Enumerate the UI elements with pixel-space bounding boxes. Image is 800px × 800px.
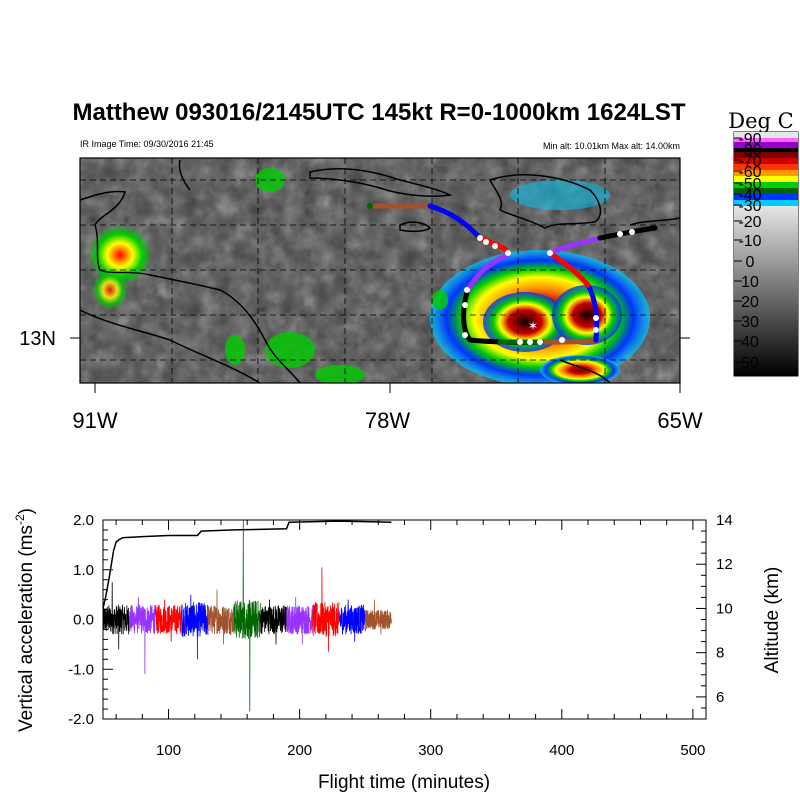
map-ticks <box>70 337 690 393</box>
track-waypoints <box>367 203 635 345</box>
y-left-tick-label-3: -1.0 <box>68 661 94 678</box>
colorbar-label-3: -60 <box>738 164 761 181</box>
y-right-axis-label: Altitude (km) <box>762 567 783 674</box>
x-tick-label-0: 100 <box>156 742 181 759</box>
acceleration-traces <box>102 519 392 712</box>
lon-label-1: 78W <box>365 408 410 433</box>
storm-core-west <box>483 292 567 352</box>
colorbar-label-5: -40 <box>738 187 761 204</box>
colorbar-label-10: 10 <box>741 274 759 291</box>
accel-series-7 <box>286 597 314 645</box>
convection-small-5 <box>432 290 448 310</box>
accel-series-8 <box>312 567 340 652</box>
convection-west2 <box>92 270 128 310</box>
y-left-ticks: 2.0 1.0 0.0 -1.0 -2.0 <box>68 512 113 728</box>
accel-series-2 <box>155 599 183 642</box>
ir-image-time: IR Image Time: 09/30/2016 21:45 <box>80 139 214 149</box>
lat-lon-grid <box>80 158 680 383</box>
accel-series-4 <box>207 589 235 645</box>
x-tick-label-3: 400 <box>549 742 574 759</box>
colorbar-swatch-11 <box>734 194 798 200</box>
map-labels: 91W 78W 65W 13N <box>19 328 703 433</box>
colorbar-label-0: -90 <box>738 131 761 148</box>
y-left-tick-label-2: 0.0 <box>73 612 94 629</box>
y-left-tick-label-0: 2.0 <box>73 512 94 529</box>
x-axis-label: Flight time (minutes) <box>318 772 490 793</box>
accel-series-9 <box>338 599 366 642</box>
colorbar-label-13: 40 <box>741 334 759 351</box>
x-tick-label-2: 300 <box>418 742 443 759</box>
colorbar-swatch-3 <box>734 148 798 152</box>
altitude-line <box>102 520 392 609</box>
colorbar-swatch-1 <box>734 138 798 142</box>
colorbar: Deg C -90-80-70-60-50-40-30-20 -10 0 10 20 30… <box>728 109 799 377</box>
colorbar-gray-ramp <box>734 206 798 376</box>
accel-chart: 100 200 300 400 500 2.0 1.0 0.0 -1.0 -2.0 14 12 10… <box>13 508 783 793</box>
colorbar-label-2: -70 <box>738 153 761 170</box>
satellite-map: ✶ <box>80 158 680 383</box>
colorbar-label-8: -10 <box>738 233 761 250</box>
storm-core-east <box>552 285 622 345</box>
colorbar-swatch-12 <box>734 200 798 206</box>
accel-series-6 <box>259 599 287 645</box>
convection-small-2 <box>265 332 315 368</box>
y-right-tick-label-1: 12 <box>716 556 733 573</box>
colorbar-swatches <box>734 132 798 376</box>
lon-label-0: 91W <box>72 408 117 433</box>
convection-small-3 <box>315 365 365 383</box>
y-right-tick-label-3: 8 <box>716 645 724 662</box>
y-right-ticks: 14 12 10 8 6 <box>696 512 733 720</box>
colorbar-swatch-7 <box>734 170 798 176</box>
colorbar-label-11: 20 <box>741 294 759 311</box>
colorbar-swatch-5 <box>734 158 798 164</box>
y-left-tick-label-1: 1.0 <box>73 562 94 579</box>
colorbar-swatch-6 <box>734 164 798 170</box>
colorbar-label-9: 0 <box>746 254 755 271</box>
x-axis-ticks: 100 200 300 400 500 <box>115 520 705 759</box>
x-tick-label-1: 200 <box>287 742 312 759</box>
colorbar-swatch-9 <box>734 182 798 188</box>
colorbar-swatch-8 <box>734 176 798 182</box>
colorbar-swatch-10 <box>734 188 798 194</box>
colorbar-swatch-0 <box>734 132 798 138</box>
colorbar-title: Deg C <box>728 109 793 133</box>
accel-series-3 <box>181 594 209 660</box>
x-tick-label-4: 500 <box>680 742 705 759</box>
colorbar-label-6: -30 <box>738 198 761 215</box>
y-left-axis-label: Vertical acceleration (ms-2) <box>13 508 37 732</box>
colorbar-label-14: 50 <box>741 355 759 372</box>
accel-series-10 <box>364 599 392 635</box>
colorbar-label-12: 30 <box>741 314 759 331</box>
accel-series-0 <box>102 582 130 650</box>
y-right-tick-label-4: 6 <box>716 689 724 706</box>
storm-center-marker: ✶ <box>528 319 538 333</box>
accel-series-1 <box>128 597 156 675</box>
colorbar-labels: -90-80-70-60-50-40-30-20 -10 0 10 20 30 40 50 <box>734 131 762 372</box>
colorbar-label-7: -20 <box>738 214 761 231</box>
accel-series-5 <box>233 519 261 712</box>
alt-info: Min alt: 10.01km Max alt: 14.00km <box>543 141 680 151</box>
lon-label-2: 65W <box>657 408 702 433</box>
lat-label-0: 13N <box>19 328 56 350</box>
convection-small-4 <box>225 335 245 365</box>
map-frame <box>79 157 681 384</box>
y-right-tick-label-0: 14 <box>716 512 733 529</box>
colorbar-swatch-4 <box>734 152 798 158</box>
figure-title: Matthew 093016/2145UTC 145kt R=0-1000km … <box>72 99 685 126</box>
y-left-tick-label-4: -2.0 <box>68 711 94 728</box>
colorbar-label-4: -50 <box>738 176 761 193</box>
colorbar-label-1: -80 <box>738 142 761 159</box>
colorbar-swatch-2 <box>734 142 798 148</box>
y-right-tick-label-2: 10 <box>716 600 733 617</box>
